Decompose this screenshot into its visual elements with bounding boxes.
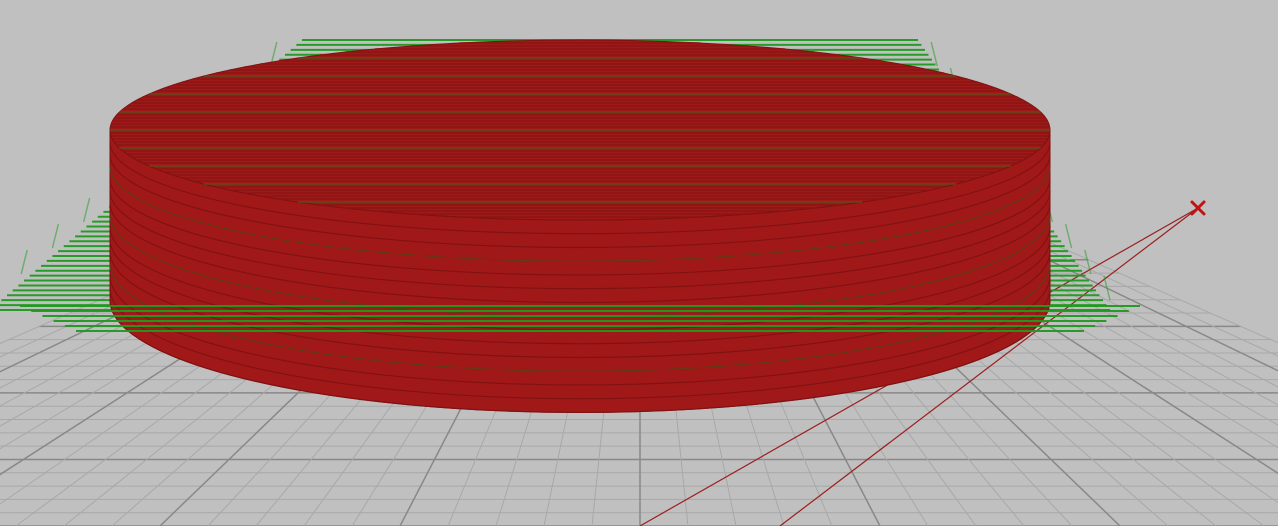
scene-svg (0, 0, 1278, 526)
3d-viewport[interactable] (0, 0, 1278, 526)
cylinder-object (110, 40, 1050, 412)
